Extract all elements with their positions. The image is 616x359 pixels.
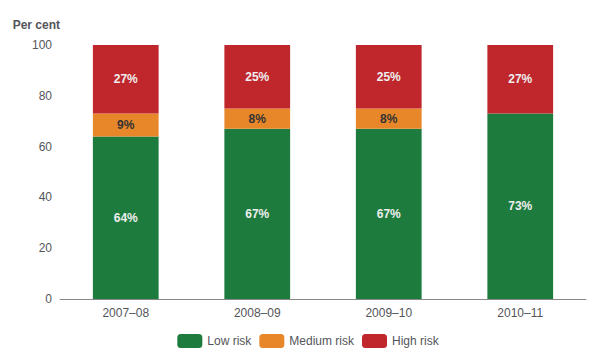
svg-text:2008–09: 2008–09 — [234, 306, 281, 320]
svg-text:High risk: High risk — [392, 334, 440, 348]
svg-text:2010–11: 2010–11 — [497, 306, 543, 320]
svg-text:73%: 73% — [508, 199, 532, 213]
svg-text:9%: 9% — [117, 118, 135, 132]
svg-text:8%: 8% — [249, 112, 267, 126]
svg-text:Low risk: Low risk — [207, 334, 252, 348]
svg-text:Per cent: Per cent — [13, 18, 60, 32]
svg-text:80: 80 — [39, 89, 53, 103]
svg-text:27%: 27% — [508, 72, 532, 86]
svg-text:100: 100 — [32, 38, 52, 52]
svg-text:40: 40 — [39, 190, 53, 204]
svg-text:67%: 67% — [245, 207, 269, 221]
svg-text:64%: 64% — [114, 211, 138, 225]
svg-text:60: 60 — [39, 140, 53, 154]
svg-text:20: 20 — [39, 241, 53, 255]
svg-text:25%: 25% — [377, 70, 401, 84]
svg-text:0: 0 — [45, 292, 52, 306]
svg-text:25%: 25% — [245, 70, 269, 84]
svg-text:8%: 8% — [380, 112, 398, 126]
svg-text:Medium risk: Medium risk — [289, 334, 355, 348]
svg-text:2009–10: 2009–10 — [365, 306, 412, 320]
svg-text:2007–08: 2007–08 — [102, 306, 149, 320]
svg-text:67%: 67% — [377, 207, 401, 221]
svg-text:27%: 27% — [114, 72, 138, 86]
